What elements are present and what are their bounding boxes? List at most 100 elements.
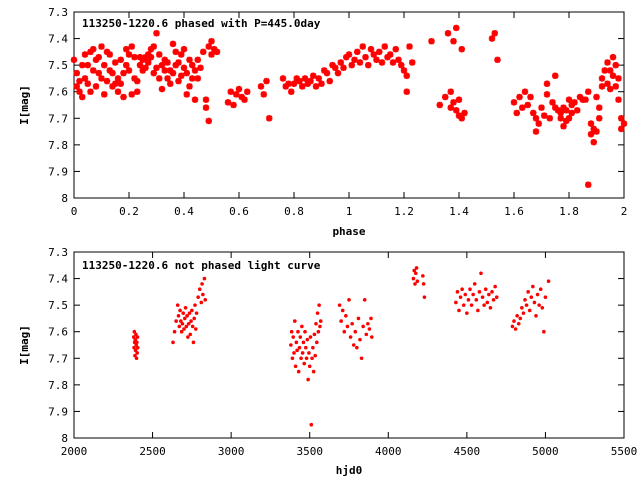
data-point — [120, 93, 127, 101]
data-point — [494, 295, 499, 299]
data-point — [194, 56, 201, 64]
phased-x-tick-label: 1.4 — [449, 205, 469, 218]
data-point — [150, 69, 157, 77]
data-point — [538, 287, 543, 292]
data-point — [607, 67, 614, 74]
data-point — [609, 72, 617, 79]
data-point — [447, 104, 454, 111]
data-point — [314, 321, 318, 326]
data-point — [150, 43, 157, 50]
data-point — [175, 303, 180, 307]
data-point — [208, 51, 215, 58]
phased-x-tick-label: 0 — [71, 205, 78, 218]
data-point — [90, 67, 97, 74]
data-point — [306, 377, 310, 382]
data-point — [348, 335, 353, 339]
unphased-y-tick-label: 7.8 — [48, 379, 68, 392]
data-point — [587, 131, 595, 138]
data-point — [197, 287, 202, 292]
phased-y-tick-label: 7.7 — [48, 112, 68, 125]
data-point — [458, 295, 463, 299]
data-point — [101, 61, 108, 69]
data-point — [618, 125, 625, 133]
data-point — [213, 48, 221, 56]
data-point — [530, 109, 537, 117]
data-point — [279, 75, 287, 82]
data-point — [313, 353, 318, 358]
data-point — [81, 51, 89, 58]
data-point — [334, 69, 342, 77]
unphased-x-tick-label: 2500 — [139, 445, 166, 458]
unphased-plot-frame — [73, 251, 625, 439]
data-point — [527, 93, 534, 101]
data-point — [179, 319, 183, 323]
data-point — [180, 321, 185, 326]
phased-data-points — [70, 24, 628, 188]
data-point — [387, 51, 394, 58]
data-point — [421, 274, 425, 278]
data-point — [200, 48, 207, 56]
data-point — [615, 75, 622, 82]
data-point — [171, 340, 175, 345]
data-point — [182, 327, 186, 331]
data-point — [596, 115, 603, 122]
data-point — [381, 43, 388, 50]
data-point — [175, 59, 182, 66]
data-point — [474, 298, 479, 302]
data-point — [510, 324, 515, 329]
data-point — [485, 300, 490, 305]
data-point — [299, 356, 303, 361]
data-point — [191, 67, 199, 74]
data-point — [376, 48, 383, 56]
data-point — [568, 109, 575, 117]
data-point — [292, 351, 296, 355]
data-point — [362, 53, 369, 61]
unphased-y-tick-label: 7.4 — [48, 273, 68, 286]
data-point — [131, 335, 136, 339]
data-point — [84, 80, 91, 87]
data-point — [409, 59, 416, 66]
data-point — [164, 59, 171, 66]
data-point — [208, 38, 215, 45]
data-point — [370, 51, 377, 58]
data-point — [527, 308, 532, 313]
data-point — [493, 284, 497, 289]
data-point — [178, 72, 185, 79]
data-point — [167, 80, 174, 87]
data-point — [532, 128, 540, 135]
data-point — [202, 276, 207, 281]
data-point — [169, 40, 177, 48]
data-point — [87, 88, 94, 95]
data-point — [298, 335, 303, 339]
data-point — [134, 88, 141, 95]
data-point — [224, 99, 232, 106]
data-point — [378, 59, 386, 66]
data-point — [406, 43, 413, 50]
data-point — [428, 38, 435, 45]
data-point — [300, 324, 304, 329]
data-point — [288, 88, 295, 95]
data-point — [145, 59, 152, 66]
data-point — [153, 64, 160, 71]
data-point — [172, 329, 177, 334]
data-point — [513, 109, 520, 117]
data-point — [302, 361, 307, 366]
phased-x-tick-label: 1.8 — [559, 205, 579, 218]
data-point — [316, 329, 321, 334]
data-point — [296, 77, 303, 85]
data-point — [490, 290, 494, 294]
data-point — [353, 329, 358, 334]
data-point — [311, 369, 316, 374]
data-point — [463, 292, 468, 297]
data-point — [491, 298, 496, 302]
data-point — [367, 46, 375, 53]
unphased-y-axis-label: I[mag] — [18, 325, 31, 365]
data-point — [244, 88, 251, 95]
data-point — [540, 306, 545, 310]
data-point — [90, 46, 97, 53]
data-point — [557, 109, 564, 117]
data-point — [303, 329, 307, 334]
data-point — [488, 35, 496, 42]
data-point — [76, 88, 83, 95]
